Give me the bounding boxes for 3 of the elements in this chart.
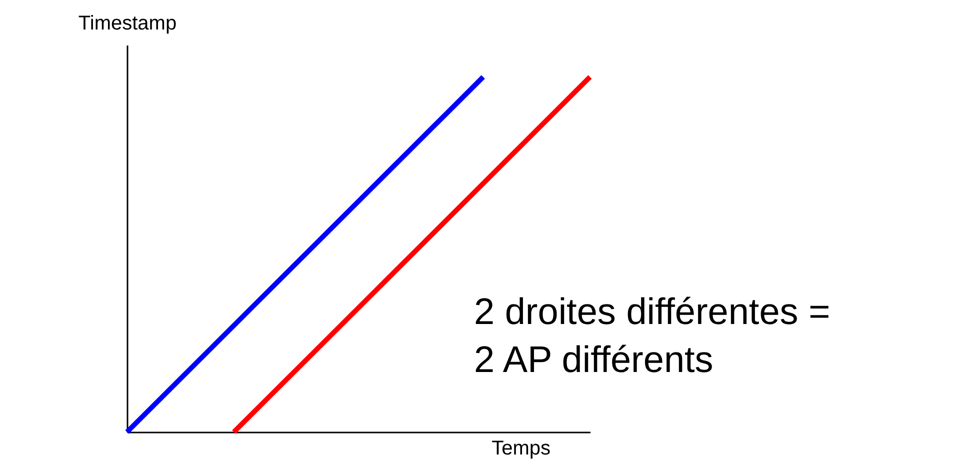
x-axis-title: Temps [492,438,550,460]
y-axis-title: Timestamp [78,12,177,34]
annotation: 2 droites différentes = 2 AP différents [474,291,830,380]
